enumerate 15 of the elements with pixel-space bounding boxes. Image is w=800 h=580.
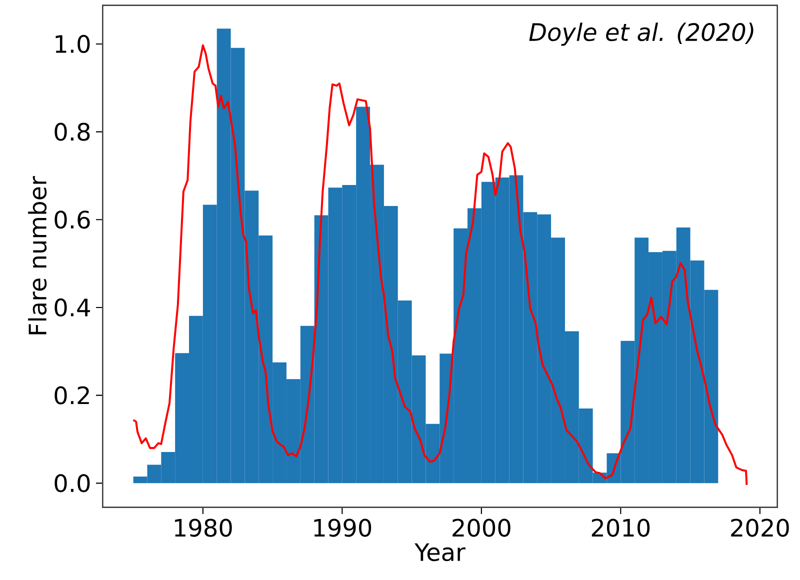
line-series [132, 44, 748, 486]
x-axis-title: Year [414, 543, 466, 562]
annotation: Doyle et al. (2020) [529, 22, 754, 46]
x-tick-label: 2010 [592, 518, 650, 537]
y-axis-title: Flare number [28, 176, 47, 334]
x-tick-label: 1980 [175, 518, 232, 537]
y-tick-label: 0.4 [54, 298, 90, 317]
y-tick-label: 0.6 [54, 210, 90, 229]
x-tick-label: 2000 [452, 518, 510, 537]
y-tick-label: 1.0 [56, 34, 90, 54]
y-tick-label: 0.8 [54, 122, 90, 141]
x-tick-label: 1990 [314, 518, 372, 537]
x-tick-label: 2020 [731, 518, 789, 537]
y-tick-label: 0.0 [54, 474, 90, 492]
y-tick-label: 0.2 [54, 386, 89, 404]
